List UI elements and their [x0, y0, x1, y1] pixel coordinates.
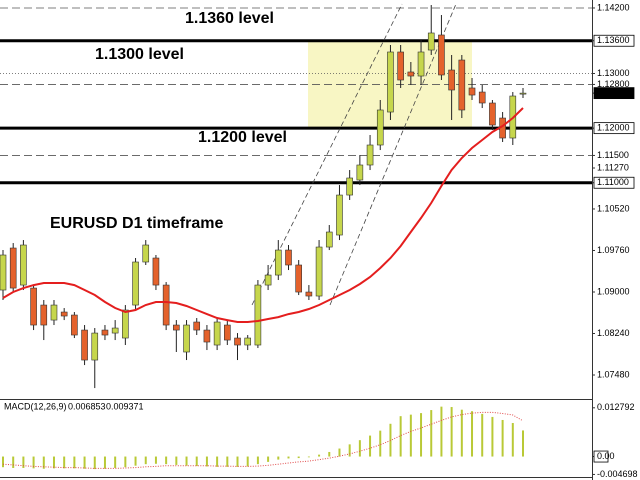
- candle-body: [489, 102, 496, 126]
- candle-body: [325, 231, 333, 248]
- candle-body: [162, 284, 170, 326]
- candle-body: [468, 87, 476, 96]
- y-tick-label: -0.004698: [597, 469, 638, 479]
- candle-body: [285, 249, 292, 266]
- candle-body: [71, 314, 78, 336]
- candle-body: [132, 261, 139, 306]
- candle-body: [142, 244, 150, 263]
- candles-layer: [0, 5, 527, 389]
- candle-body: [376, 109, 384, 146]
- candle-body: [478, 91, 486, 104]
- annotation: 1.1360 level: [185, 10, 274, 27]
- y-tick-label: 1.14200: [597, 2, 630, 12]
- candle-body: [30, 287, 37, 326]
- candle-body: [458, 59, 466, 111]
- candle-body: [417, 51, 425, 77]
- candle-body: [20, 244, 27, 286]
- y-tick-label: 1.09000: [597, 286, 630, 296]
- y-tick-label: 1.09760: [597, 245, 630, 255]
- candle-body: [193, 321, 201, 331]
- y-tick-label: 1.12000: [597, 123, 630, 133]
- candle-body: [0, 254, 7, 291]
- signal-value: 0.009371: [106, 401, 144, 411]
- candle-body: [254, 284, 262, 346]
- candle-body: [50, 304, 58, 321]
- candle-body: [346, 177, 353, 196]
- candle-body: [234, 337, 241, 346]
- y-tick-label: 1.07480: [597, 369, 630, 379]
- y-tick-label: 1.11000: [597, 177, 629, 187]
- y-tick-label: 0.012792: [597, 402, 635, 412]
- candle-body: [224, 324, 231, 341]
- annotation: 1.1200 level: [198, 129, 287, 146]
- candle-body: [397, 51, 404, 81]
- y-tick-label: 1.11500: [597, 150, 629, 160]
- candle-body: [305, 291, 313, 297]
- candle-body: [81, 329, 88, 361]
- candle-body: [295, 264, 302, 293]
- levels-layer: [0, 7, 592, 185]
- y-tick-label: 1.12800: [597, 79, 630, 89]
- candle-body: [519, 92, 527, 95]
- y-tick-label: 0.00: [597, 451, 615, 461]
- candle-body: [60, 311, 68, 317]
- y-tick-label: 1.10520: [597, 203, 630, 213]
- candle-body: [336, 194, 343, 236]
- y-tick-label: 1.13600: [597, 35, 630, 45]
- candle-body: [356, 164, 364, 181]
- channel-line: [329, 3, 457, 306]
- candle-body: [9, 247, 17, 289]
- candle-body: [274, 249, 282, 276]
- candle-body: [173, 324, 180, 331]
- candle-body: [111, 327, 119, 334]
- annotation: EURUSD D1 timeframe: [50, 215, 223, 232]
- moving-average: [2, 107, 524, 323]
- y-tick-label: 1.11270: [597, 162, 629, 172]
- y-tick-label: 1.13000: [597, 68, 630, 78]
- level-box: [593, 122, 635, 135]
- level-box: [593, 34, 635, 47]
- macd-layer: [2, 406, 524, 470]
- candle-body: [91, 332, 99, 361]
- candle-body: [183, 324, 190, 353]
- candle-body: [213, 321, 221, 346]
- macd-value: 0.006853: [68, 401, 106, 411]
- level-box: [593, 176, 635, 189]
- y-tick-label: 1.12641: [597, 87, 630, 97]
- candle-body: [244, 337, 252, 346]
- candle-body: [315, 246, 323, 297]
- candle-body: [264, 274, 272, 286]
- candle-body: [387, 51, 394, 113]
- macd-title: MACD(12,26,9): [4, 401, 67, 411]
- y-tick-label: 1.08240: [597, 328, 630, 338]
- zero-box: [593, 450, 609, 463]
- candle-body: [427, 32, 435, 51]
- candle-body: [122, 309, 129, 339]
- candle-body: [438, 34, 445, 76]
- annotation: 1.1300 level: [95, 46, 184, 63]
- current-price-box: [593, 87, 635, 100]
- signal-line: [2, 411, 524, 469]
- candle-body: [448, 69, 455, 91]
- candle-body: [152, 257, 160, 286]
- axis-layer: 1.1360 level 1.1300 level 1.1200 level EURU…: [4, 2, 638, 478]
- candle-body: [40, 304, 48, 326]
- candle-body: [407, 71, 415, 77]
- candle-body: [101, 329, 109, 336]
- candle-body: [203, 329, 211, 343]
- candle-body: [366, 144, 374, 166]
